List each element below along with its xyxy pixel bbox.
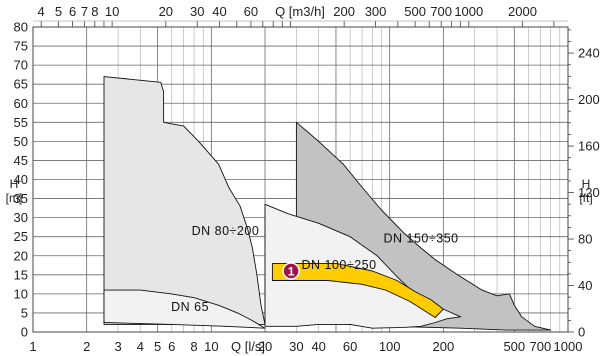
y-right-axis-unit: [ft]	[579, 191, 592, 205]
x-tick-label: 1	[29, 339, 36, 354]
x-top-tick-label: 8	[91, 4, 98, 19]
region-1	[271, 262, 444, 318]
y-tick-label: 0	[21, 325, 28, 340]
x-top-tick-label: 200	[333, 4, 355, 19]
x-tick-label: 6	[168, 339, 175, 354]
x-tick-label: 8	[190, 339, 197, 354]
axes	[32, 20, 574, 333]
region-label-dn-80-200: DN 80÷200	[192, 224, 260, 238]
y-tick-label: 20	[14, 248, 28, 263]
x-top-tick-label: 700	[430, 4, 452, 19]
x-top-tick-label: 1000	[454, 4, 483, 19]
y-tick-label: 25	[14, 229, 28, 244]
x-top-tick-label: 5	[55, 4, 62, 19]
x-axis-label: Q [l/s]	[231, 339, 265, 354]
x-tick-label: 20	[258, 339, 272, 354]
x-top-tick-label: 4	[38, 4, 45, 19]
y-tick-label: 35	[14, 191, 28, 206]
x-tick-label: 200	[432, 339, 454, 354]
x-top-tick-label: 2000	[508, 4, 537, 19]
y-tick-label: 70	[14, 58, 28, 73]
x-top-tick-label: 60	[244, 4, 258, 19]
y-tick-label: 40	[14, 172, 28, 187]
y-right-tick-label: 160	[578, 139, 600, 154]
y-tick-label: 65	[14, 77, 28, 92]
x-tick-label: 4	[137, 339, 144, 354]
x-tick-label: 10	[204, 339, 218, 354]
x-tick-label: 60	[343, 339, 357, 354]
y-right-tick-label: 40	[578, 278, 592, 293]
marker-badge-label: 1	[288, 265, 295, 279]
y-tick-label: 30	[14, 210, 28, 225]
x-top-tick-label: 500	[404, 4, 426, 19]
y-tick-label: 75	[14, 39, 28, 54]
x-top-tick-label: 10	[105, 4, 119, 19]
x-top-tick-label: 30	[190, 4, 204, 19]
plot-frame	[32, 26, 569, 333]
x-tick-label: 1000	[554, 339, 583, 354]
x-tick-label: 5	[154, 339, 161, 354]
y-right-tick-label: 200	[578, 92, 600, 107]
y-tick-label: 10	[14, 286, 28, 301]
x-top-axis-label: Q [m3/h]	[275, 4, 325, 19]
y-right-tick-label: 80	[578, 232, 592, 247]
x-tick-label: 700	[530, 339, 552, 354]
x-tick-label: 30	[289, 339, 303, 354]
y-tick-label: 80	[14, 20, 28, 35]
y-right-axis-label: H	[582, 177, 591, 191]
x-tick-label: 3	[114, 339, 121, 354]
region-dn-80-200	[103, 76, 266, 325]
x-top-tick-label: 40	[212, 4, 226, 19]
y-tick-label: 45	[14, 153, 28, 168]
x-top-tick-label: 20	[159, 4, 173, 19]
x-tick-label: 100	[379, 339, 401, 354]
region-labels: DN 80÷200 DN 150÷350 DN 100÷250 DN 65 1	[171, 224, 459, 314]
y-tick-label: 60	[14, 96, 28, 111]
marker-badge	[282, 262, 300, 280]
y-right-tick-label: 120	[578, 185, 600, 200]
region-label-dn-150-350: DN 150÷350	[384, 231, 459, 245]
y-right-tick-label: 0	[578, 325, 585, 340]
region-label-dn-65: DN 65	[171, 300, 209, 314]
y-tick-label: 15	[14, 267, 28, 282]
y-tick-label: 50	[14, 134, 28, 149]
x-top-tick-label: 7	[81, 4, 88, 19]
y-tick-label: 55	[14, 115, 28, 130]
x-top-tick-label: 300	[365, 4, 387, 19]
x-tick-label: 2	[83, 339, 90, 354]
y-axis-unit: [m]	[6, 191, 23, 205]
y-right-tick-label: 240	[578, 46, 600, 61]
x-tick-label: 40	[311, 339, 325, 354]
y-tick-label: 5	[21, 305, 28, 320]
region-dn-65	[103, 289, 266, 329]
x-tick-label: 500	[503, 339, 525, 354]
region-label-dn-100-250: DN 100÷250	[301, 258, 376, 272]
y-axis-label: H	[10, 177, 19, 191]
x-top-tick-label: 6	[69, 4, 76, 19]
performance-regions	[103, 76, 552, 331]
